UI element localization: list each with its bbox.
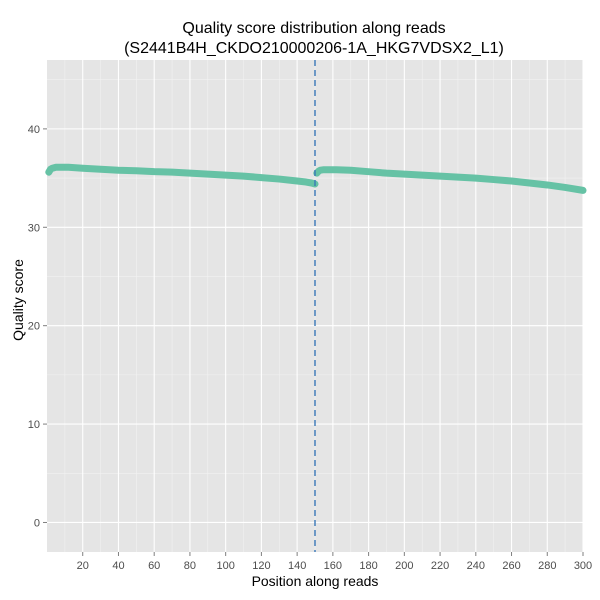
y-tick-label: 40 xyxy=(28,124,40,136)
y-axis-label: Quality score xyxy=(10,259,26,341)
chart-subtitle: (S2441B4H_CKDO210000206-1A_HKG7VDSX2_L1) xyxy=(124,40,504,57)
x-tick-label: 80 xyxy=(184,560,196,572)
x-ticks: 20 40 60 80 100 120 140 160 180 200 220 240 260 280 30… xyxy=(77,552,592,572)
x-tick-label: 300 xyxy=(574,560,592,572)
x-axis-label: Position along reads xyxy=(252,573,379,589)
x-tick-label: 220 xyxy=(431,560,449,572)
x-tick-label: 180 xyxy=(359,560,377,572)
x-tick-label: 40 xyxy=(112,560,124,572)
x-tick-label: 20 xyxy=(77,560,89,572)
x-tick-label: 140 xyxy=(288,560,306,572)
x-tick-label: 60 xyxy=(148,560,160,572)
y-tick-label: 10 xyxy=(28,419,40,431)
quality-series-line xyxy=(313,166,587,194)
x-tick-label: 200 xyxy=(395,560,413,572)
x-tick-label: 120 xyxy=(252,560,270,572)
series-layer xyxy=(45,163,587,194)
x-tick-label: 100 xyxy=(216,560,234,572)
y-tick-label: 0 xyxy=(34,517,40,529)
y-ticks: 0 10 20 30 40 xyxy=(28,124,47,529)
quality-series-line xyxy=(45,163,319,188)
x-tick-label: 280 xyxy=(538,560,556,572)
x-tick-label: 160 xyxy=(324,560,342,572)
chart-title: Quality score distribution along reads xyxy=(182,20,445,37)
y-tick-label: 30 xyxy=(28,222,40,234)
x-tick-label: 240 xyxy=(467,560,485,572)
x-tick-label: 260 xyxy=(502,560,520,572)
y-tick-label: 20 xyxy=(28,321,40,333)
